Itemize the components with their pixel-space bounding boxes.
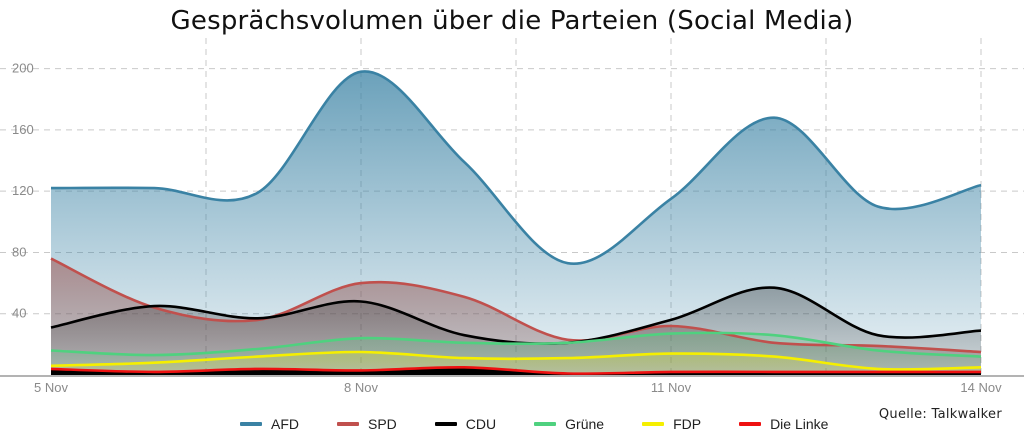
legend-item: Grüne [534, 416, 604, 432]
y-tick-label: 120 [12, 183, 34, 198]
legend-label: Grüne [565, 416, 605, 432]
source-note: Quelle: Talkwalker [878, 407, 1002, 422]
chart-title: Gesprächsvolumen über die Parteien (Soci… [170, 6, 854, 36]
legend-item: SPD [337, 416, 397, 432]
line-afd [50, 70, 982, 265]
legend-swatch [434, 422, 457, 426]
legend-item: CDU [434, 416, 497, 432]
legend-swatch [240, 422, 262, 426]
x-tick-label: 14 Nov [960, 380, 1002, 395]
legend-item: Die Linke [739, 416, 828, 432]
x-tick-label: 11 Nov [651, 380, 692, 395]
legend-swatch [534, 422, 557, 426]
legend-swatch [739, 422, 762, 426]
legend-item: FDP [642, 416, 701, 432]
y-tick-label: 200 [12, 61, 34, 76]
legend-label: SPD [368, 416, 397, 432]
y-tick-label: 80 [12, 244, 26, 259]
legend: AFD SPD CDU Grüne FDP Die Linke [240, 414, 866, 434]
legend-swatch [642, 422, 665, 426]
legend-label: FDP [673, 416, 702, 432]
legend-label: AFD [271, 416, 299, 432]
legend-item: AFD [240, 416, 299, 432]
legend-label: CDU [465, 416, 497, 432]
series-lines [50, 70, 982, 375]
axes: 40 80 120 160 200 5 Nov 8 Nov 11 Nov 14 Nov [0, 61, 1024, 395]
y-tick-label: 40 [12, 306, 26, 321]
line-die-linke [50, 365, 981, 375]
line-fdp [50, 350, 982, 371]
x-tick-label: 5 Nov [34, 380, 68, 395]
legend-swatch [337, 422, 359, 426]
line-gruene [50, 331, 982, 358]
x-tick-label: 8 Nov [344, 380, 378, 395]
y-tick-label: 160 [12, 122, 34, 137]
legend-label: Die Linke [770, 416, 829, 432]
line-spd [50, 257, 982, 354]
